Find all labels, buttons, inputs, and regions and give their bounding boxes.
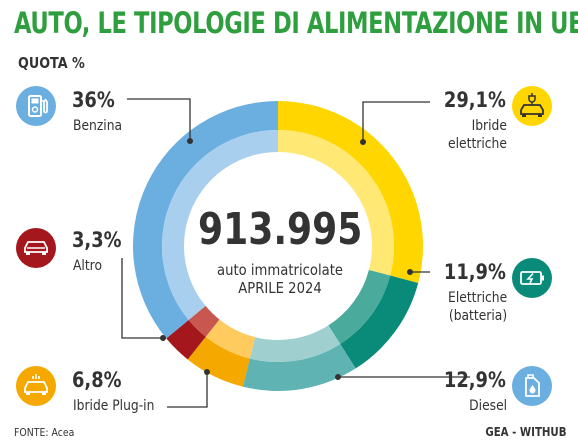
leader-dot-elettriche [407,269,413,275]
pct-ibride-elettriche: 29,1% [444,88,506,112]
total-registrations: 913.995 [198,204,363,255]
plugin-car-icon [16,366,56,406]
leader-dot-plugin [204,369,210,375]
leader-dot-diesel [335,374,341,380]
chart-title: AUTO, LE TIPOLOGIE DI ALIMENTAZIONE IN U… [14,6,578,40]
car-icon [16,228,56,268]
leader-dot-altro [160,335,166,341]
leader-line-altro [121,258,163,339]
label-ibride-elettriche-line2: elettriche [448,136,507,152]
label-altro: Altro [73,258,103,274]
label-elettriche: Elettriche (batteria) [448,289,507,325]
slice-inner-ibride-elettriche [278,130,395,276]
center-caption-line1: auto immatricolate [216,261,344,279]
slice-ibride-elettriche [278,101,423,283]
fuel-pump-icon [16,86,56,126]
pct-diesel: 12,9% [444,368,506,392]
leader-dot-benzina [187,138,193,144]
pct-plugin: 6,8% [72,368,122,392]
slice-inner-benzina [161,130,278,320]
label-diesel: Diesel [469,398,507,414]
slice-inner-altro [188,305,220,337]
leader-lines [121,98,470,408]
slice-elettriche-batteria [340,275,419,369]
chart-subtitle: QUOTA % [18,54,85,72]
label-ibride-elettriche-line1: Ibride [471,118,507,134]
label-elettriche-line2: (batteria) [448,308,507,324]
leader-line-benzina [127,98,191,141]
slice-altro [166,319,206,360]
donut-slices [132,101,423,392]
center-caption-line2: APRILE 2024 [238,279,322,297]
leader-line-plugin [167,372,208,408]
slice-inner-elettriche-batteria [328,269,391,344]
slice-benzina [132,101,278,339]
leader-line-ibride-elettriche [362,101,430,142]
slice-diesel [242,343,356,392]
center-caption: auto immatricolate APRILE 2024 [192,261,368,297]
pct-altro: 3,3% [72,228,122,252]
battery-charging-icon [512,258,552,298]
leader-dot-ibride-elettriche [360,139,366,145]
hybrid-car-plug-icon [512,86,552,126]
pct-elettriche: 11,9% [444,260,506,284]
slice-inner-ibride-plug-in [205,319,256,359]
source-note: FONTE: Acea [14,426,75,439]
fuel-can-icon [512,366,552,406]
slice-inner-diesel [249,325,341,363]
label-plugin: Ibride Plug-in [73,398,155,414]
label-elettriche-line1: Elettriche [447,290,507,306]
pct-benzina: 36% [72,88,115,112]
credit-label: GEA - WITHUB [484,425,566,439]
label-benzina: Benzina [73,118,123,134]
label-ibride-elettriche: Ibride elettriche [448,117,507,153]
slice-ibride-plug-in [187,336,250,387]
